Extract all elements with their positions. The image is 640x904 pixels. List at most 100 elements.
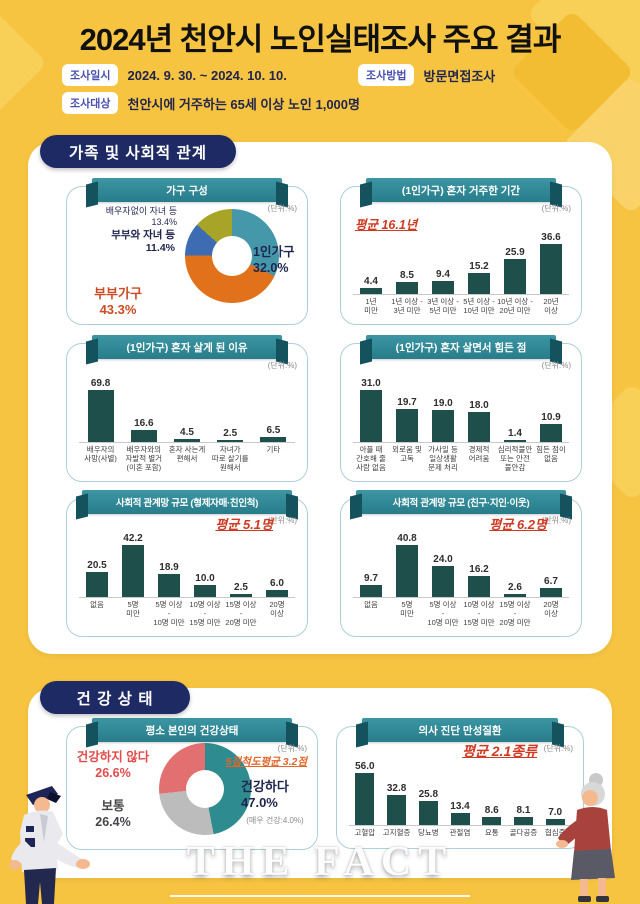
survey-target-row: 조사대상 천안시에 거주하는 65세 이상 노인 1,000명: [62, 92, 360, 114]
bar-category-label: 5명 미만: [126, 600, 140, 618]
bar-value: 8.5: [400, 270, 414, 282]
bars: 69.8 16.6 4.5 2.5 6.5: [79, 372, 295, 443]
bar-category-label: 5년 이상 - 10년 미만: [463, 297, 495, 315]
bar: [432, 410, 454, 442]
survey-method-value: 방문면접조사: [423, 68, 496, 84]
section-panel-health: 건 강 상 태 평소 본인의 건강상태 (단위:%) 5점척도평균 3.2점 건…: [28, 681, 612, 878]
chart-card-network-relatives: 사회적 관계망 규모 (형제자매·친인척) (단위:%) 평균 5.1명 20.…: [66, 490, 308, 637]
unit-label: (단위:%): [267, 516, 297, 525]
bar-value: 31.0: [361, 378, 381, 389]
chart-title-ribbon: 의사 진단 만성질환: [362, 718, 558, 742]
chart-card-hardships-living-alone: (1인가구) 혼자 살면서 힘든 점 (단위:%) 31.0 19.7 19.0 18…: [340, 335, 582, 482]
survey-date-value: 2024. 9. 30. ~ 2024. 10. 10.: [127, 67, 287, 83]
bar-column: 56.0: [349, 761, 381, 825]
bar-column: 40.8: [389, 533, 425, 597]
bar-category-label: 아플 때 간호해 줄 사람 없음: [356, 445, 386, 472]
bar-column: 10.0: [187, 573, 223, 597]
watermark-underline: [170, 895, 470, 897]
bar-value: 20.5: [87, 559, 107, 571]
bar-category-label: 15명 이상 - 20명 미만: [499, 600, 531, 627]
chart-card-household-composition: 가구 구성 (단위:%) 1인가구 32.0% 부부가구 43.3% 부부와 자녀 …: [66, 178, 308, 325]
bar-column: 18.0: [461, 400, 497, 442]
unit-label: (단위:%): [267, 361, 297, 370]
bar-category-label: 골다공증: [509, 828, 538, 837]
chart-title: (1인가구) 혼자 살게 된 이유: [126, 341, 248, 354]
survey-target-value: 천안시에 거주하는 65세 이상 노인 1,000명: [127, 96, 360, 112]
chronic-diseases-bars: 56.0 32.8 25.8 13.4 8.6 8.1 7.0 고혈압 고지혈증 당뇨병 관절염 요…: [349, 755, 571, 840]
bar-value: 4.5: [180, 426, 194, 438]
chart-card-chronic-diseases: 의사 진단 만성질환 (단위:%) 평균 2.1종류 56.0 32.8 25.8 1…: [336, 718, 584, 849]
bar-value: 16.6: [134, 417, 154, 429]
bar-column: 25.9: [497, 247, 533, 294]
bar: [418, 801, 438, 825]
pie-label-not-healthy: 건강하지 않다 26.6%: [76, 750, 150, 780]
chart-title-ribbon: (1인가구) 혼자 거주한 기간: [366, 178, 556, 202]
bar-value: 42.2: [123, 533, 143, 544]
police-officer-illustration: [9, 786, 90, 904]
bar: [504, 593, 526, 597]
average-label: 평균 16.1년: [355, 218, 418, 232]
bar-category-label: 배우자와의 자발적 별거 (이혼 포함): [125, 445, 163, 472]
bar-category-label: 힘든 점이 없음: [536, 445, 566, 463]
hardships-bars: 31.0 19.7 19.0 18.0 1.4 10.9 아플 때 간호해 줄 사람 없음…: [353, 372, 569, 473]
bar-category-label: 1년 미만: [364, 297, 378, 315]
bar-value: 19.0: [433, 398, 453, 410]
pie-label-average: 보통 26.4%: [95, 799, 131, 829]
bar-category-label: 1년 이상 - 3년 미만: [391, 297, 423, 315]
bar-column: 8.1: [508, 805, 540, 825]
self-rated-health-pie: 건강하다 47.0% 보통 26.4% 건강하지 않다 26.6% (매우 건강:4.…: [67, 727, 317, 849]
bar-column: 1.4: [497, 428, 533, 442]
chart-title-ribbon: (1인가구) 혼자 살게 된 이유: [92, 335, 282, 359]
bar-value: 8.1: [516, 805, 531, 817]
bar-value: 8.6: [484, 805, 499, 817]
bar-category-label: 15명 이상 - 20명 미만: [225, 600, 257, 627]
bar-value: 19.7: [397, 396, 417, 408]
category-labels: 고혈압 고지혈증 당뇨병 관절염 요통 골다공증 협심증: [349, 826, 571, 840]
bar-value: 13.4: [450, 800, 470, 812]
bar: [360, 584, 382, 597]
bar-category-label: 외로움 및 고독: [392, 445, 422, 463]
survey-target-label: 조사대상: [62, 92, 119, 114]
bar-column: 2.5: [209, 428, 252, 442]
average-label: 5점척도평균 3.2점: [225, 756, 307, 768]
bar-column: 42.2: [115, 533, 151, 597]
section-panel-family: 가족 및 사회적 관계 가구 구성 (단위:%) 1인가구 32.0% 부부가구 4…: [28, 135, 612, 654]
bar-value: 6.7: [544, 576, 558, 588]
bar-value: 2.6: [508, 581, 522, 593]
bar-category-label: 고지혈증: [382, 828, 411, 837]
bar: [260, 437, 287, 442]
bar-value: 25.8: [418, 789, 439, 801]
chart-title: (1인가구) 혼자 거주한 기간: [401, 184, 521, 197]
bar: [482, 817, 502, 825]
chart-title: 평소 본인의 건강상태: [145, 724, 239, 737]
bar: [540, 423, 562, 442]
bar: [432, 566, 454, 597]
bar: [355, 773, 375, 825]
average-label: 평균 2.1종류: [462, 743, 537, 759]
bars: 56.0 32.8 25.8 13.4 8.6 8.1 7.0: [349, 755, 571, 826]
bar-column: 8.5: [389, 270, 425, 294]
chart-title: 사회적 관계망 규모 (친구·지인·이웃): [392, 498, 530, 509]
bar: [396, 545, 418, 597]
chart-title-ribbon: 사회적 관계망 규모 (형제자매·친인척): [82, 490, 292, 514]
pie-label-healthy: 건강하다 47.0%: [241, 779, 289, 811]
bar: [230, 593, 252, 597]
category-labels: 1년 미만 1년 이상 - 3년 미만 3년 이상 - 5년 미만 5년 이상 - 1…: [353, 295, 569, 316]
bar-category-label: 경제적 어려움: [468, 445, 490, 463]
average-label: 평균 6.2명: [489, 517, 547, 532]
bar-value: 4.4: [364, 276, 378, 287]
bar: [468, 411, 490, 442]
bar-column: 69.8: [79, 378, 122, 442]
bar-category-label: 없음: [90, 600, 104, 609]
bar: [130, 429, 157, 442]
survey-date-row: 조사일시 2024. 9. 30. ~ 2024. 10. 10.: [62, 64, 287, 86]
average-label: 평균 5.1명: [215, 517, 273, 532]
bar-column: 2.5: [223, 582, 259, 597]
bar-column: 6.5: [252, 425, 295, 442]
bar-column: 18.9: [151, 562, 187, 597]
chart-card-network-friends: 사회적 관계망 규모 (친구·지인·이웃) (단위:%) 평균 6.2명 9.7…: [340, 490, 582, 637]
network-friends-bars: 9.7 40.8 24.0 16.2 2.6 6.7 없음 5명 미만 5명 이상 - 10명…: [353, 527, 569, 628]
bar-column: 20.5: [79, 560, 115, 597]
bar: [360, 390, 382, 442]
bar-value: 32.8: [386, 782, 407, 794]
